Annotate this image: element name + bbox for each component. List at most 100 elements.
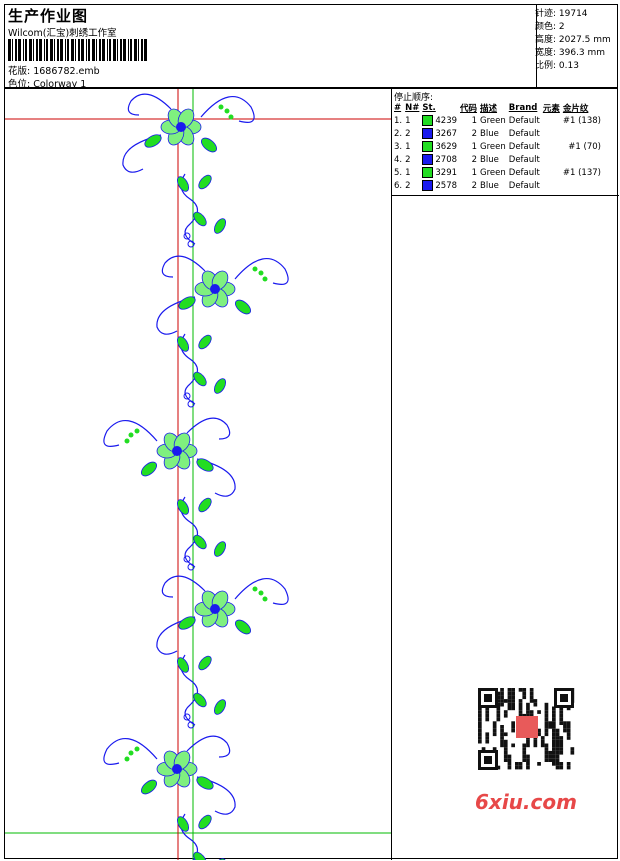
column-header: St. bbox=[422, 102, 436, 113]
scroll-curl bbox=[186, 735, 231, 758]
column-header: 元素 bbox=[542, 103, 560, 114]
leaf bbox=[140, 779, 158, 795]
leaf bbox=[140, 461, 158, 477]
column-header: 金片纹 bbox=[562, 103, 589, 114]
leaf bbox=[198, 497, 212, 513]
flower-center bbox=[176, 122, 186, 132]
cell-brand: Default bbox=[508, 154, 540, 165]
leaf bbox=[176, 657, 190, 673]
stitch-count: 4239 bbox=[435, 116, 458, 126]
table-row: 3. 1 3629 1 Green Default #1 (70) bbox=[394, 140, 604, 153]
cell-elem bbox=[543, 179, 563, 192]
embroidery-preview[interactable] bbox=[5, 89, 391, 860]
scroll-curl bbox=[122, 134, 162, 173]
scroll-curl bbox=[196, 776, 236, 815]
leaf bbox=[213, 858, 227, 860]
scroll-curl bbox=[186, 417, 231, 440]
leaf bbox=[213, 541, 227, 557]
leaf bbox=[213, 218, 227, 234]
cell-n: 1 bbox=[405, 167, 411, 178]
cell-desc: Blue bbox=[480, 128, 499, 139]
column-header: Brand bbox=[508, 102, 538, 113]
leaf bbox=[144, 134, 162, 148]
stat-scale: 比例: 0.13 bbox=[535, 61, 579, 71]
barcode-icon bbox=[8, 39, 147, 61]
cell-st: 3629 bbox=[422, 140, 460, 153]
cell-idx: 2. bbox=[394, 128, 403, 139]
stat-height: 高度: 2027.5 mm bbox=[535, 35, 611, 45]
column-header: N# bbox=[405, 102, 420, 113]
cell-seq bbox=[563, 179, 604, 192]
scroll-curl bbox=[156, 296, 196, 335]
cell-seq: #1 (70) bbox=[568, 141, 601, 152]
cell-code: 1 bbox=[471, 141, 478, 152]
leaf bbox=[234, 299, 252, 315]
cell-n: 1 bbox=[405, 115, 411, 126]
leaf bbox=[198, 655, 212, 671]
cell-idx: 5. bbox=[394, 167, 403, 178]
cell-seq bbox=[563, 127, 604, 140]
cell-st: 4239 bbox=[422, 114, 460, 127]
scroll-curl bbox=[200, 96, 255, 123]
page-title: 生产作业图 bbox=[8, 7, 89, 25]
stop-sequence-panel: 停止顺序: # N# St. 代码 描述 Brand 元素 金片纹 1. 1 4239 1 Green… bbox=[392, 89, 619, 196]
cell-seq bbox=[563, 153, 604, 166]
scroll-curl bbox=[127, 93, 172, 116]
cell-brand: Default bbox=[508, 128, 540, 139]
cell-seq: #1 (138) bbox=[562, 115, 601, 126]
stitch-count: 3291 bbox=[435, 168, 458, 178]
cell-idx: 4. bbox=[394, 154, 403, 165]
color-swatch bbox=[422, 167, 434, 178]
leaf bbox=[196, 776, 214, 790]
cell-desc: Green bbox=[480, 141, 506, 152]
cell-code: 2 bbox=[471, 128, 478, 139]
leaf bbox=[196, 458, 214, 472]
flower-center bbox=[210, 604, 220, 614]
flower-center bbox=[210, 284, 220, 294]
column-header: # bbox=[394, 102, 402, 113]
watermark-logo: 6xiu.com bbox=[475, 790, 577, 814]
leaf bbox=[200, 137, 218, 153]
leaf bbox=[193, 851, 207, 860]
flower-center bbox=[172, 446, 182, 456]
cell-desc: Blue bbox=[480, 180, 499, 191]
scroll-curl bbox=[234, 578, 289, 605]
table-row: 2. 2 3267 2 Blue Default bbox=[394, 127, 604, 140]
leaf bbox=[176, 176, 190, 192]
cell-brand: Default bbox=[508, 141, 540, 152]
stitch-count: 2578 bbox=[435, 181, 458, 191]
cell-st: 2708 bbox=[422, 153, 460, 166]
color-swatch bbox=[422, 141, 434, 152]
stat-colors: 颜色: 2 bbox=[535, 22, 565, 32]
cell-n: 2 bbox=[405, 128, 411, 139]
header-panel: 生产作业图 Wilcom(汇宝)刺绣工作室 花版: 1686782.emb 色位… bbox=[4, 4, 618, 90]
colorway: 色位: Colorway 1 bbox=[8, 79, 87, 90]
cell-idx: 1. bbox=[394, 115, 403, 126]
divider bbox=[536, 5, 537, 89]
stat-stitches: 针迹: 19714 bbox=[535, 9, 588, 19]
stat-width: 宽度: 396.3 mm bbox=[535, 48, 606, 58]
leaf bbox=[176, 816, 190, 832]
main-area: 停止顺序: # N# St. 代码 描述 Brand 元素 金片纹 1. 1 4239 1 Green… bbox=[4, 88, 619, 860]
stop-sequence-title: 停止顺序: bbox=[394, 93, 434, 103]
color-swatch bbox=[422, 154, 434, 165]
leaf bbox=[193, 211, 207, 227]
leaf bbox=[178, 616, 196, 630]
color-swatch bbox=[422, 180, 434, 191]
stop-sequence-table: # N# St. 代码 描述 Brand 元素 金片纹 1. 1 4239 1 Green Defaul… bbox=[394, 101, 604, 192]
cell-n: 1 bbox=[405, 141, 411, 152]
leaf bbox=[176, 499, 190, 515]
scroll-curl bbox=[103, 420, 158, 447]
embroidery-motifs bbox=[103, 93, 289, 860]
scroll-curl bbox=[161, 255, 206, 278]
leaf bbox=[213, 699, 227, 715]
table-row: 6. 2 2578 2 Blue Default bbox=[394, 179, 604, 192]
cell-desc: Blue bbox=[480, 154, 499, 165]
cell-idx: 6. bbox=[394, 180, 403, 191]
column-header: 代码 bbox=[460, 103, 478, 114]
cell-st: 3267 bbox=[422, 127, 460, 140]
leaf bbox=[213, 378, 227, 394]
cell-n: 2 bbox=[405, 180, 411, 191]
cell-elem bbox=[543, 140, 563, 153]
stitch-count: 3629 bbox=[435, 142, 458, 152]
